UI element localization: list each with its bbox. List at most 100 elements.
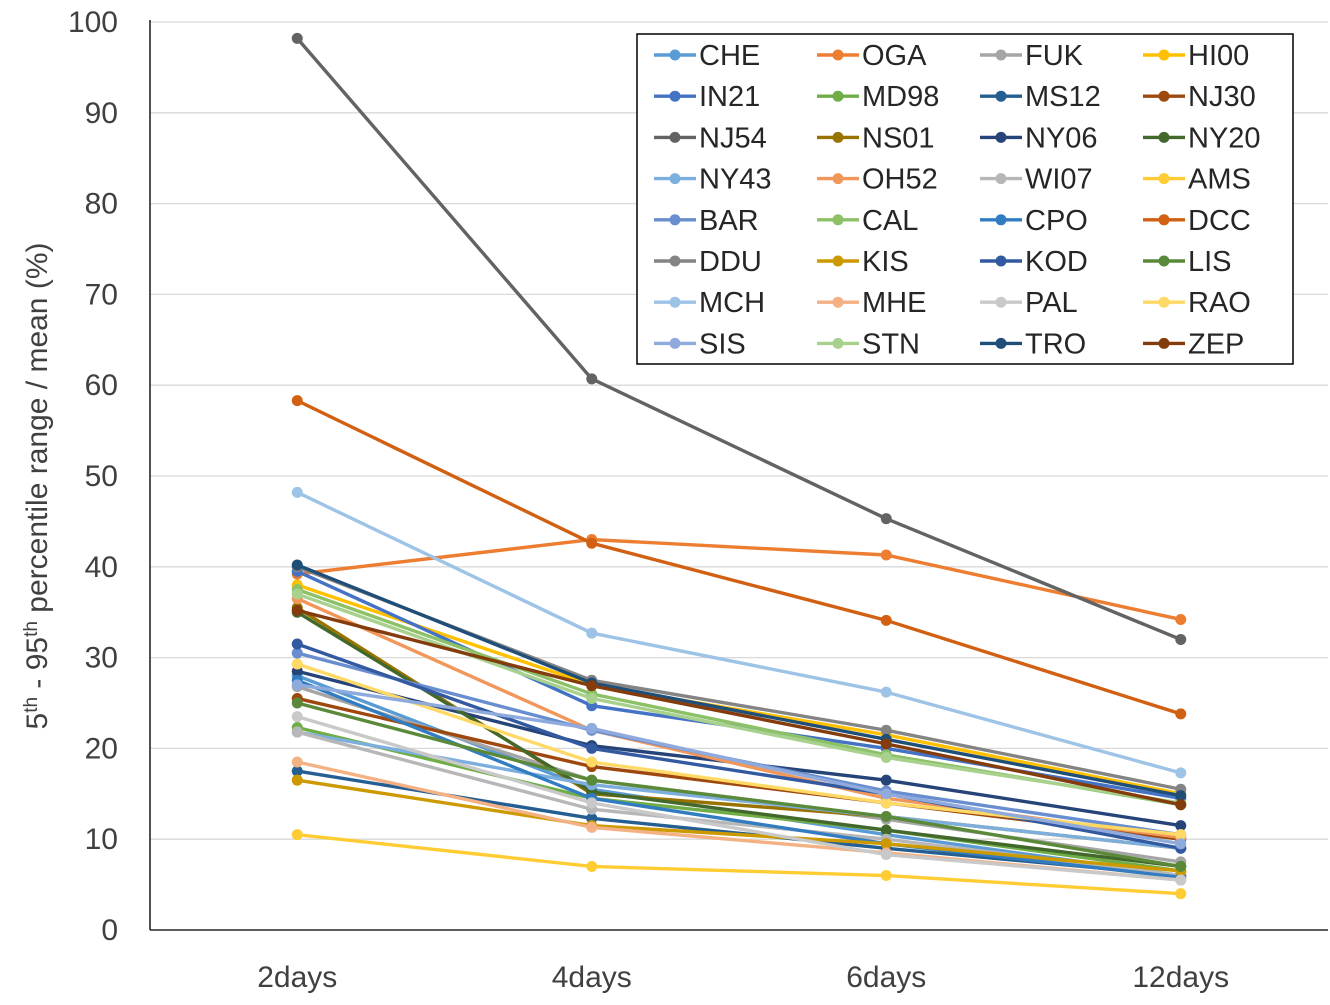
legend-swatch-marker — [832, 337, 844, 349]
x-tick-label: 2days — [257, 961, 337, 994]
data-point — [880, 838, 892, 850]
legend-label: AMS — [1188, 164, 1251, 196]
legend-label: MD98 — [862, 81, 939, 113]
data-point — [586, 722, 598, 734]
data-point — [880, 738, 892, 750]
legend-swatch-marker — [669, 255, 681, 267]
series-line — [296, 399, 1182, 716]
legend-item-sis: SIS — [654, 328, 746, 360]
series-lis — [291, 697, 1187, 872]
legend: CHE OGA FUK HI00 IN21 MD98 MS12 NJ30 NJ54 NS01 NY0… — [636, 33, 1294, 365]
legend-swatch-marker — [669, 90, 681, 102]
series-line — [296, 678, 1181, 880]
legend-swatch-marker — [832, 49, 844, 61]
legend-swatch-marker — [1158, 255, 1170, 267]
legend-swatch-marker — [995, 214, 1007, 226]
legend-swatch-marker — [669, 131, 681, 143]
data-point — [291, 756, 303, 768]
series-line — [296, 490, 1182, 775]
legend-label: LIS — [1188, 246, 1232, 278]
series-line — [296, 701, 1182, 869]
data-point — [291, 658, 303, 670]
data-point — [1175, 820, 1187, 832]
data-point — [880, 774, 892, 786]
data-point — [586, 692, 598, 704]
series-nj54 — [291, 32, 1187, 645]
y-tick-label: 20 — [85, 732, 118, 765]
data-point — [1175, 633, 1187, 645]
legend-swatch-marker — [669, 296, 681, 308]
legend-swatch-marker — [669, 49, 681, 61]
data-point — [291, 486, 303, 498]
series-pal — [291, 711, 1187, 886]
legend-item-rao: RAO — [1143, 287, 1251, 319]
data-point — [291, 774, 303, 786]
series-line — [296, 642, 1182, 850]
series-line — [296, 778, 1181, 873]
legend-label: MHE — [862, 287, 926, 319]
data-point — [1175, 829, 1187, 841]
legend-swatch-marker — [669, 173, 681, 185]
data-point — [1175, 613, 1187, 625]
legend-label: PAL — [1025, 287, 1078, 319]
y-axis-title: 5th - 95th percentile range / mean (%) — [21, 243, 55, 730]
legend-item-md98: MD98 — [817, 81, 939, 113]
data-point — [586, 860, 598, 872]
data-point — [880, 870, 892, 882]
legend-label: CAL — [862, 205, 918, 237]
legend-swatch-marker — [1158, 214, 1170, 226]
y-tick-label: 10 — [85, 823, 118, 856]
data-point — [1175, 860, 1187, 872]
legend-swatch-marker — [832, 296, 844, 308]
y-tick-label: 80 — [85, 188, 118, 221]
data-point — [291, 679, 303, 691]
legend-item-stn: STN — [817, 328, 920, 360]
legend-item-cal: CAL — [817, 205, 918, 237]
data-point — [1175, 838, 1187, 850]
legend-swatch-marker — [669, 214, 681, 226]
legend-swatch-marker — [995, 90, 1007, 102]
series-line — [296, 725, 1181, 873]
data-point — [291, 647, 303, 659]
data-point — [1175, 708, 1187, 720]
legend-item-oh52: OH52 — [817, 164, 938, 196]
series-line — [296, 563, 1182, 798]
legend-item-zep: ZEP — [1143, 328, 1244, 360]
legend-swatch-marker — [832, 131, 844, 143]
data-point — [291, 765, 303, 777]
legend-box — [636, 33, 1294, 365]
x-tick-label: 6days — [846, 961, 926, 994]
y-tick-label: 60 — [85, 369, 118, 402]
legend-label: CPO — [1025, 205, 1088, 237]
series-mch — [291, 486, 1187, 779]
legend-item-mhe: MHE — [817, 287, 926, 319]
series-dcc — [291, 395, 1187, 720]
legend-swatch-marker — [832, 90, 844, 102]
legend-item-kod: KOD — [980, 246, 1088, 278]
legend-item-ams: AMS — [1143, 164, 1251, 196]
legend-label: DDU — [699, 246, 762, 278]
legend-label: ZEP — [1188, 328, 1244, 360]
legend-item-bar: BAR — [654, 205, 759, 237]
legend-item-ddu: DDU — [654, 246, 762, 278]
data-point — [586, 756, 598, 768]
data-point — [880, 797, 892, 809]
legend-swatch-marker — [832, 173, 844, 185]
legend-label: WI07 — [1025, 164, 1093, 196]
legend-label: MS12 — [1025, 81, 1101, 113]
y-tick-label: 0 — [101, 914, 118, 947]
series-line — [296, 651, 1181, 837]
series-ams — [291, 829, 1187, 900]
legend-item-nj54: NJ54 — [654, 122, 767, 154]
y-tick-label: 70 — [85, 278, 118, 311]
legend-label: NY43 — [699, 164, 772, 196]
legend-item-ny20: NY20 — [1143, 122, 1261, 154]
data-point — [291, 588, 303, 600]
axes: 0 10 20 30 40 50 60 70 80 90 100 2days 4days 6days 12d… — [21, 6, 1328, 994]
legend-item-ns01: NS01 — [817, 122, 935, 154]
data-point — [880, 549, 892, 561]
legend-label: STN — [862, 328, 920, 360]
legend-item-hi00: HI00 — [1143, 40, 1249, 72]
legend-label: NY20 — [1188, 122, 1261, 154]
